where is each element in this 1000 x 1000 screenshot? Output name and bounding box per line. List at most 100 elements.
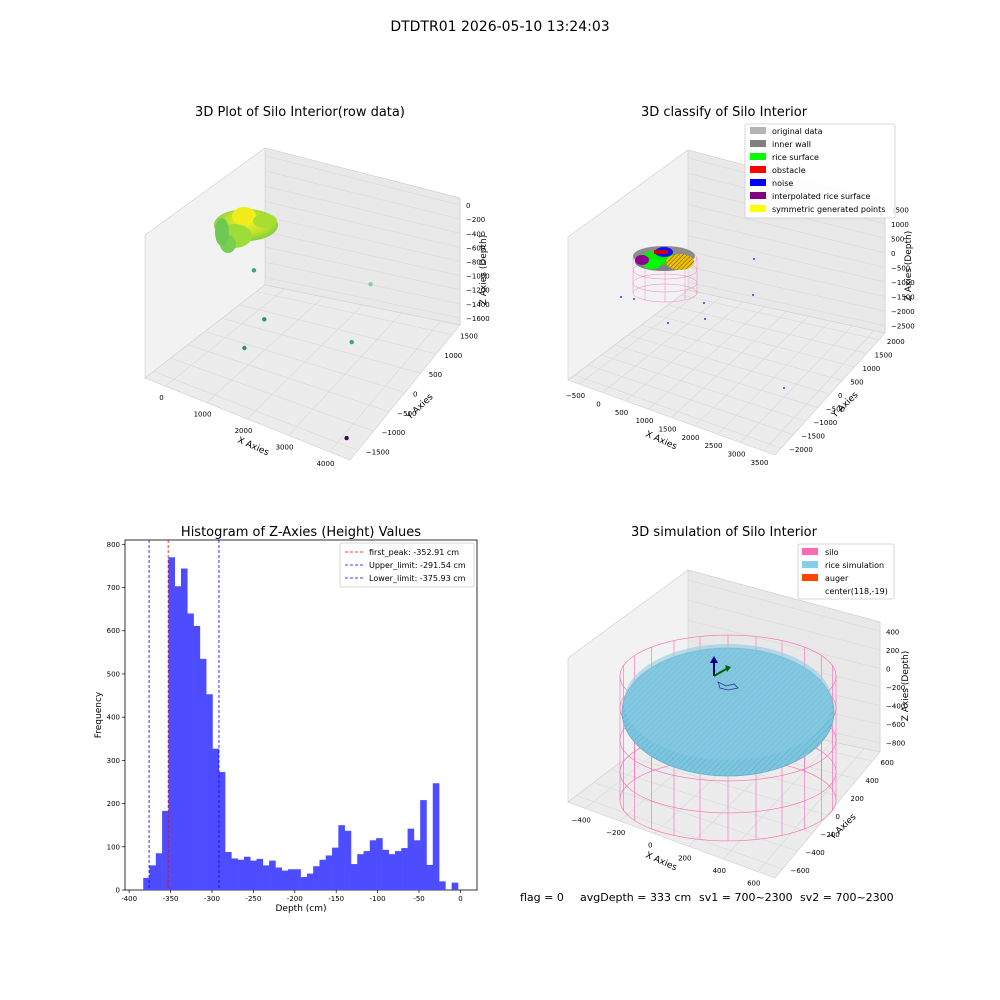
sim-y-tick: 400 — [866, 777, 879, 785]
histogram-x-label: Depth (cm) — [275, 904, 326, 914]
sim-y-tick: 600 — [881, 759, 894, 767]
sim-x-tick: −200 — [606, 829, 625, 837]
figure-title: DTDTR01 2026-05-10 13:24:03 — [390, 19, 609, 35]
classify-legend-swatch — [750, 153, 766, 160]
sim-z-tick: 200 — [886, 647, 899, 655]
classify-legend-frame — [744, 123, 896, 219]
histogram-bar — [269, 860, 276, 890]
histogram-y-tick: 800 — [107, 541, 120, 549]
classify-floor-pane — [567, 289, 886, 456]
sim-legend-swatch — [802, 548, 818, 555]
cls-z-tick: 1000 — [891, 221, 909, 229]
histogram-bar — [420, 800, 427, 890]
histogram-bar — [231, 858, 238, 890]
panel-raw-title: 3D Plot of Silo Interior(row data) — [195, 105, 405, 120]
raw-y-label: Y Axies — [404, 392, 435, 423]
raw-x-label: X Axies — [236, 436, 271, 459]
raw-z-tick: −1400 — [466, 301, 490, 309]
classify-legend-label: interpolated rice surface — [772, 192, 870, 201]
histogram-bar — [250, 860, 257, 890]
footer-avg-depth: avgDepth = 333 cm — [580, 891, 691, 904]
panel-classify: 3D classify of Silo Interior — [566, 105, 915, 467]
raw-x-tick: 3000 — [276, 443, 294, 451]
raw-z-ticks: 0 −200 −400 −600 −800 −1000 −1200 −1400 −1600 — [466, 202, 490, 323]
histogram-bar — [432, 783, 440, 890]
histogram-bar — [218, 772, 226, 890]
sim-y-tick: 200 — [851, 795, 864, 803]
histogram-y-tick: 300 — [107, 757, 120, 765]
sim-x-ticks: −400 −200 0 200 400 600 — [572, 816, 761, 887]
histogram-title: Histogram of Z-Axies (Height) Values — [181, 525, 421, 540]
raw-x-tick: 2000 — [235, 427, 253, 435]
histogram-bar — [143, 877, 150, 890]
histogram-bar — [451, 882, 459, 890]
histogram-bar — [395, 851, 402, 890]
sim-y-tick: −400 — [806, 849, 825, 857]
raw-z-tick: 0 — [466, 202, 470, 210]
raw-x-tick: 0 — [159, 394, 163, 402]
histogram-bar — [426, 864, 434, 890]
sim-x-tick: 400 — [713, 867, 726, 875]
histogram-x-tick: -350 — [163, 895, 179, 903]
raw-point — [262, 317, 267, 322]
classify-legend-label: rice surface — [772, 153, 819, 162]
cls-y-tick: 1000 — [862, 365, 880, 373]
histogram-bar — [376, 838, 383, 890]
sim-legend-label: center(118,-19) — [825, 587, 888, 596]
classify-legend-label: obstacle — [772, 166, 806, 175]
cls-x-tick: 2000 — [682, 434, 700, 442]
histogram-bar — [357, 854, 364, 890]
raw-z-tick: −600 — [466, 244, 485, 252]
histogram-x-tick: -150 — [328, 895, 344, 903]
raw-z-tick: −1600 — [466, 315, 490, 323]
histogram-legend-label: first_peak: -352.91 cm — [369, 548, 459, 557]
cls-y-tick: 2000 — [887, 338, 905, 346]
histogram-bar — [149, 865, 157, 890]
histogram-bar — [262, 865, 270, 890]
histogram-bar — [206, 694, 213, 890]
sim-x-tick: −400 — [572, 816, 591, 824]
histogram-bar — [256, 858, 264, 890]
sim-legend-label: rice simulation — [825, 561, 884, 570]
cls-x-tick: 1000 — [636, 417, 654, 425]
cls-x-tick: −500 — [566, 392, 585, 400]
histogram-x-tick: -200 — [287, 895, 303, 903]
histogram-bar — [281, 870, 289, 890]
sim-z-tick: −400 — [886, 703, 905, 711]
histogram-bar — [187, 613, 194, 890]
panel-simulation: 3D simulation of Silo Interior 400 200 0 −2… — [567, 525, 911, 888]
cls-y-tick: 0 — [838, 392, 842, 400]
raw-z-tick: −800 — [466, 259, 485, 267]
cls-z-tick: 1500 — [891, 206, 909, 214]
cls-z-tick: −500 — [891, 265, 910, 273]
classify-noise-point — [633, 298, 635, 300]
raw-grid — [153, 155, 461, 452]
classify-noise-point — [753, 258, 755, 260]
cls-y-tick: 1500 — [875, 351, 893, 359]
raw-z-tick: −400 — [466, 230, 485, 238]
classify-z-label: Z Axies (Depth) — [904, 231, 914, 302]
histogram-bar — [413, 840, 421, 890]
histogram-bar — [275, 867, 282, 890]
sim-x-tick: 600 — [747, 880, 760, 888]
classify-noise-point — [783, 387, 785, 389]
sim-z-tick: −600 — [886, 721, 905, 729]
histogram-bar — [180, 568, 188, 890]
classify-legend-label: symmetric generated points — [772, 205, 885, 214]
classify-legend-swatch — [750, 205, 766, 212]
histogram-bar — [162, 810, 169, 890]
histogram-y-tick: 100 — [107, 843, 120, 851]
cls-z-tick: 0 — [891, 250, 895, 258]
sim-legend-frame — [797, 543, 895, 600]
histogram-bar — [407, 828, 415, 890]
histogram-x-ticks: -400 -350 -300 -250 -200 -150 -100 -50 0 — [121, 890, 463, 903]
sim-legend-label: silo — [825, 548, 839, 557]
classify-noise-points — [620, 258, 785, 389]
classify-legend-label: inner wall — [772, 140, 811, 149]
sim-rice-surface — [621, 644, 835, 777]
histogram-y-tick: 200 — [107, 800, 120, 808]
panel-classify-title: 3D classify of Silo Interior — [641, 105, 808, 120]
histogram-bars — [143, 557, 459, 890]
raw-y-tick: 1500 — [460, 333, 478, 341]
classify-noise-point — [620, 296, 622, 298]
